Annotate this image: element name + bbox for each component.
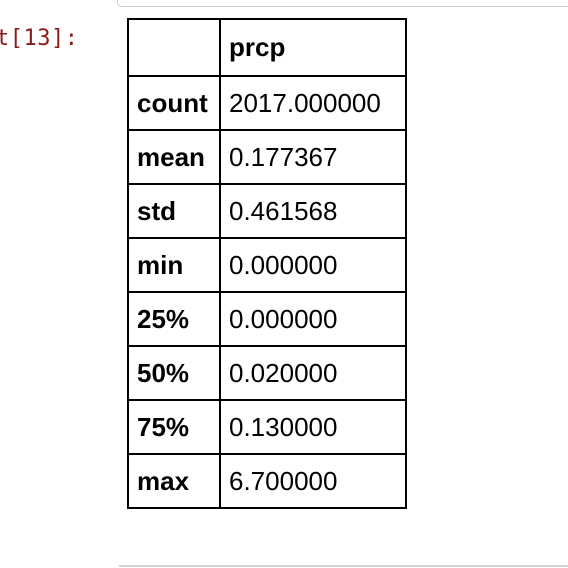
table-row: 50% 0.020000 [127,345,407,401]
output-prompt: t[13]: [0,26,79,51]
row-value: 2017.000000 [219,75,407,131]
row-value: 6.700000 [219,453,407,509]
row-label: mean [127,129,221,185]
table-row: mean 0.177367 [127,129,407,185]
row-value: 0.000000 [219,291,407,347]
previous-cell-frame [117,0,568,7]
describe-dataframe-table: prcp count 2017.000000 mean 0.177367 std… [127,18,407,509]
row-label: min [127,237,221,293]
row-label: count [127,75,221,131]
table-row: 25% 0.000000 [127,291,407,347]
next-cell-frame [119,565,568,567]
row-label: 75% [127,399,221,455]
row-label: max [127,453,221,509]
table-row: min 0.000000 [127,237,407,293]
table-header-row: prcp [127,18,407,77]
row-value: 0.130000 [219,399,407,455]
table-row: 75% 0.130000 [127,399,407,455]
index-header-cell [127,18,221,77]
row-label: 25% [127,291,221,347]
row-label: std [127,183,221,239]
row-value: 0.020000 [219,345,407,401]
table-row: count 2017.000000 [127,75,407,131]
row-value: 0.177367 [219,129,407,185]
row-label: 50% [127,345,221,401]
table-row: std 0.461568 [127,183,407,239]
table-row: max 6.700000 [127,453,407,509]
row-value: 0.000000 [219,237,407,293]
column-header-prcp: prcp [219,18,407,77]
row-value: 0.461568 [219,183,407,239]
